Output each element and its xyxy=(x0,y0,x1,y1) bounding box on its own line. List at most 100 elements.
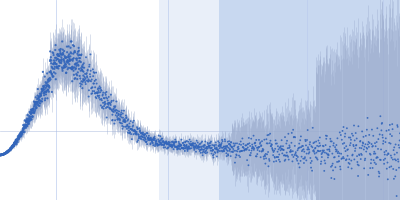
Point xyxy=(109,119,115,122)
Point xyxy=(349,132,355,135)
Point xyxy=(296,146,302,149)
Point xyxy=(282,136,288,139)
Point xyxy=(293,157,300,160)
Point xyxy=(391,153,398,156)
Point xyxy=(56,48,62,51)
Point xyxy=(242,148,248,151)
Point xyxy=(308,159,315,163)
Point xyxy=(172,145,179,148)
Point xyxy=(287,150,293,153)
Point xyxy=(69,68,75,71)
Point xyxy=(234,146,241,149)
Point xyxy=(112,106,118,109)
Point xyxy=(222,138,228,141)
Point xyxy=(247,144,253,148)
Point xyxy=(151,138,157,141)
Point xyxy=(88,87,94,90)
Point xyxy=(332,166,338,169)
Point xyxy=(360,135,367,138)
Point xyxy=(286,144,292,147)
Point xyxy=(53,66,60,69)
Point xyxy=(334,148,340,152)
Point xyxy=(201,143,208,146)
Point xyxy=(50,75,56,78)
Point xyxy=(186,138,193,141)
Point xyxy=(220,146,226,149)
Point xyxy=(75,63,81,66)
Point xyxy=(298,155,305,158)
Point xyxy=(36,98,42,101)
Point xyxy=(106,101,112,104)
Point xyxy=(386,166,393,169)
Point xyxy=(390,167,396,171)
Point xyxy=(175,144,182,147)
Point xyxy=(118,121,124,125)
Point xyxy=(267,132,273,135)
Point xyxy=(50,52,56,55)
Point xyxy=(353,144,359,147)
Point xyxy=(278,139,285,142)
Point xyxy=(390,149,397,152)
Point xyxy=(24,117,30,120)
Point xyxy=(50,62,56,66)
Point xyxy=(135,133,142,136)
Point xyxy=(10,144,17,147)
Point xyxy=(16,133,23,137)
Point xyxy=(8,147,14,150)
Point xyxy=(263,157,269,160)
Point xyxy=(149,141,156,144)
Point xyxy=(98,88,104,92)
Point xyxy=(77,85,84,88)
Point xyxy=(262,154,268,157)
Point xyxy=(173,140,179,143)
Point xyxy=(51,67,58,70)
Point xyxy=(292,144,298,147)
Point xyxy=(43,93,49,96)
Point xyxy=(11,142,18,145)
Point xyxy=(354,160,360,164)
Point xyxy=(113,111,120,115)
Point xyxy=(224,149,231,153)
Point xyxy=(150,136,157,140)
Point xyxy=(176,147,182,150)
Point xyxy=(308,145,314,148)
Point xyxy=(76,74,83,78)
Point xyxy=(207,144,213,147)
Point xyxy=(61,64,67,68)
Point xyxy=(257,141,264,144)
Point xyxy=(356,146,363,149)
Point xyxy=(226,142,233,146)
Point xyxy=(7,148,13,151)
Point xyxy=(345,161,352,164)
Point xyxy=(236,154,242,157)
Point xyxy=(92,86,98,89)
Point xyxy=(62,63,68,66)
Point xyxy=(82,77,89,80)
Point xyxy=(86,63,93,66)
Point xyxy=(299,144,306,147)
Point xyxy=(227,144,234,147)
Point xyxy=(238,149,244,153)
Point xyxy=(72,68,79,71)
Point xyxy=(266,157,272,161)
Point xyxy=(391,177,397,180)
Point xyxy=(136,135,142,138)
Point xyxy=(13,138,20,142)
Point xyxy=(221,147,228,150)
Point xyxy=(37,92,43,95)
Point xyxy=(163,140,170,144)
Point xyxy=(90,71,97,74)
Point xyxy=(6,149,13,152)
Point xyxy=(306,152,312,155)
Point xyxy=(89,86,95,89)
Point xyxy=(25,118,32,121)
Point xyxy=(149,138,155,141)
Point xyxy=(74,61,81,64)
Point xyxy=(214,148,220,151)
Point xyxy=(26,115,32,118)
Point xyxy=(142,133,149,136)
Point xyxy=(315,149,321,153)
Point xyxy=(269,148,276,151)
Point xyxy=(158,142,164,145)
Point xyxy=(66,55,72,58)
